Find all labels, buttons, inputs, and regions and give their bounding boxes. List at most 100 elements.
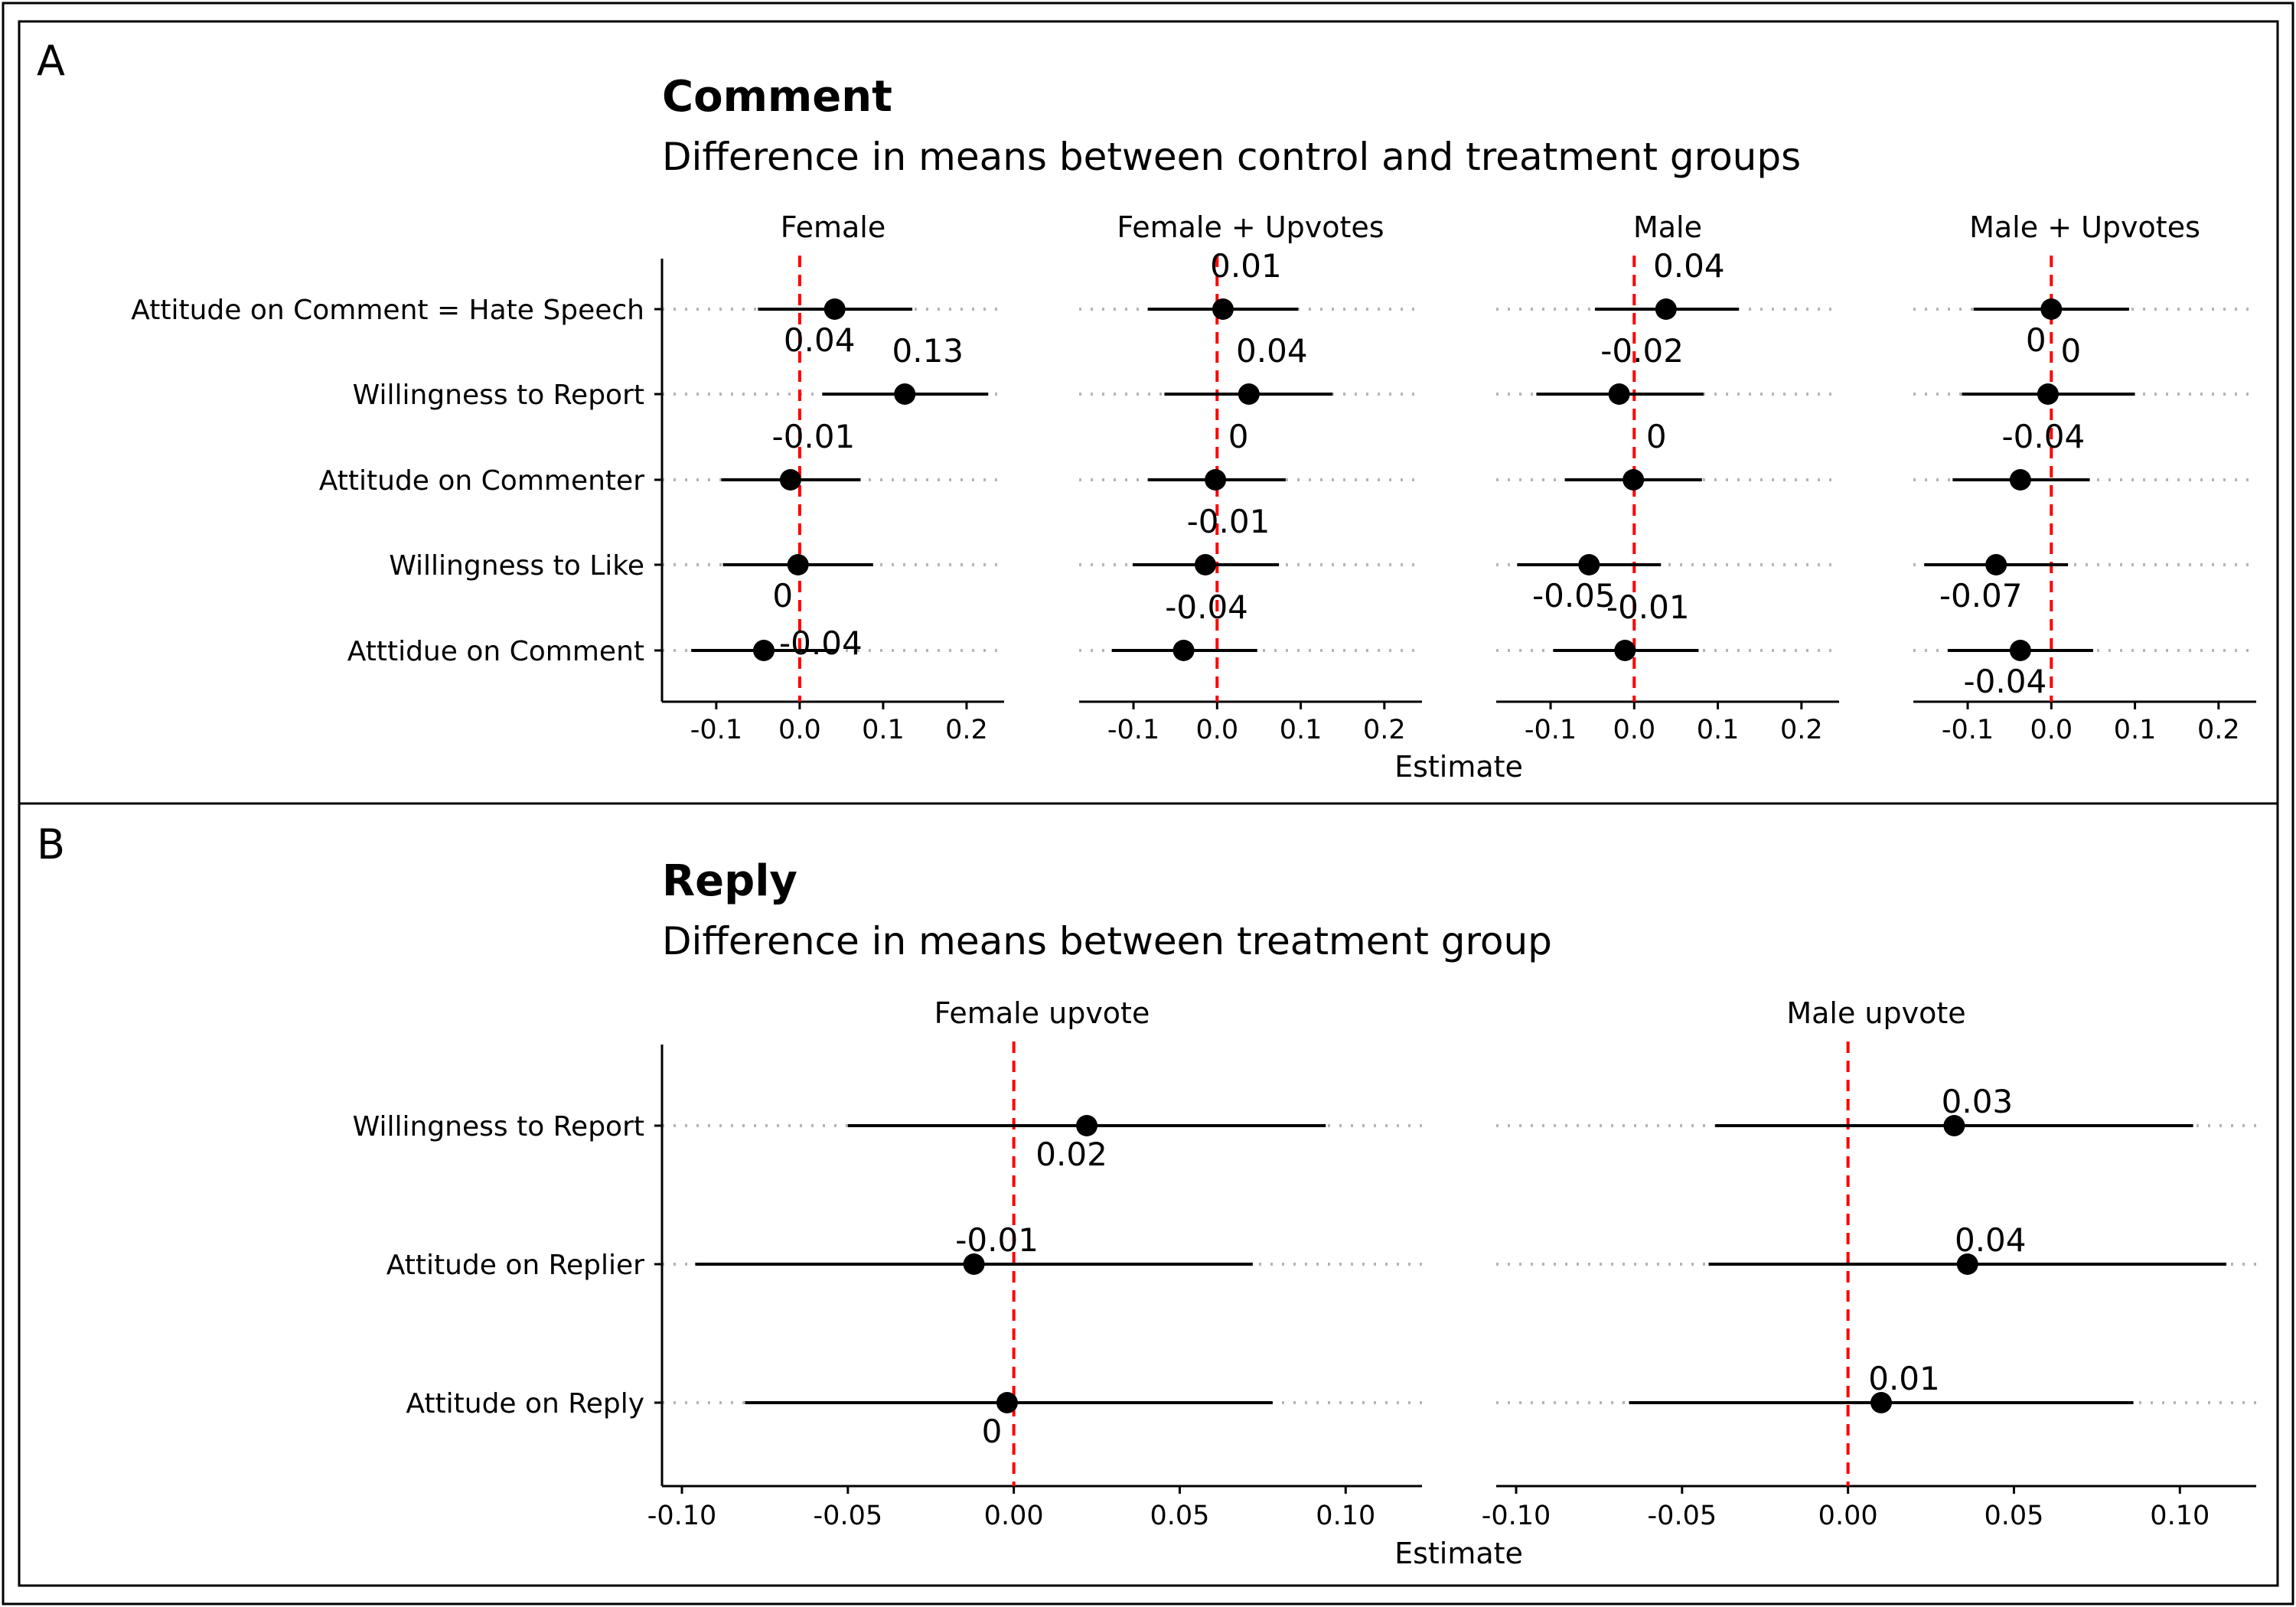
data-label: 0.04 <box>784 321 856 359</box>
estimate-point <box>1194 554 1216 575</box>
x-tick-label: -0.1 <box>1107 715 1159 745</box>
facet-panel: Male upvote -0.10 -0.05 0.00 0.05 0.10 0.03 0.0… <box>1482 996 2256 1531</box>
x-tick-label: 0.1 <box>1280 715 1322 745</box>
estimate-point <box>1212 298 1234 320</box>
panel-a: A Comment Difference in means between cont… <box>18 20 2279 805</box>
data-label: 0.01 <box>1210 247 1282 285</box>
x-axis-title: Estimate <box>1394 750 1523 784</box>
x-tick-label: 0.0 <box>1195 715 1238 745</box>
facet-panel: Female upvote -0.10 -0.05 0.00 0.05 0.10 0.02 -… <box>647 996 1422 1531</box>
estimate-point <box>787 554 809 575</box>
estimate-point <box>1870 1392 1893 1413</box>
x-axis-title: Estimate <box>1394 1537 1523 1570</box>
estimate-point <box>1956 1253 1978 1275</box>
facet-title: Male <box>1633 210 1702 244</box>
facet-panel: Female + Upvotes -0.1 0.0 0.1 0.2 0.01 0.04 0 -0… <box>1079 210 1422 745</box>
facet-panel: Female -0.1 0.0 0.1 0.2 0.04 0.13 -0.01 0 -0.04 <box>654 210 1004 745</box>
estimate-point <box>823 298 846 320</box>
y-tick-label: Attitude on Replier <box>386 1250 644 1281</box>
estimate-point <box>963 1253 985 1275</box>
data-label: -0.04 <box>1964 663 2047 700</box>
x-tick-label: 0.1 <box>2114 715 2157 745</box>
data-label: -0.07 <box>1939 577 2023 614</box>
chart-title: Reply <box>662 856 797 906</box>
x-tick-label: 0.0 <box>778 715 821 745</box>
x-tick-label: 0.2 <box>945 715 988 745</box>
data-label: 0 <box>2026 321 2047 359</box>
x-tick-label: -0.05 <box>814 1501 883 1531</box>
data-label: 0 <box>982 1413 1003 1450</box>
panel-letter: B <box>37 820 65 869</box>
data-label: -0.05 <box>1532 577 1616 614</box>
x-tick-label: -0.1 <box>1525 715 1577 745</box>
data-label: 0 <box>1646 418 1667 455</box>
estimate-point <box>1608 383 1630 405</box>
y-tick-label: Atttidue on Comment <box>347 636 644 667</box>
facet-title: Female <box>781 210 885 244</box>
x-tick-label: 0.05 <box>1150 1501 1209 1531</box>
x-tick-label: 0.05 <box>1984 1501 2043 1531</box>
x-tick-label: -0.1 <box>1942 715 1994 745</box>
estimate-point <box>2009 640 2031 661</box>
x-tick-label: 0.00 <box>1818 1501 1878 1531</box>
estimate-point <box>779 469 801 491</box>
x-tick-label: -0.10 <box>1482 1501 1551 1531</box>
data-label: 0 <box>2061 332 2082 370</box>
facet-panel: Male -0.1 0.0 0.1 0.2 0.04 -0.02 0 -0.05-0.01 <box>1496 210 1839 745</box>
y-tick-label: Willingness to Report <box>353 1111 644 1143</box>
x-tick-label: 0.10 <box>2150 1501 2210 1531</box>
estimate-point <box>1614 640 1636 661</box>
x-tick-label: -0.10 <box>647 1501 717 1531</box>
data-label: -0.04 <box>779 624 863 662</box>
estimate-point <box>1623 469 1645 491</box>
y-tick-label: Willingness to Report <box>353 380 644 411</box>
x-tick-label: 0.2 <box>2197 715 2240 745</box>
data-label: 0.04 <box>1955 1221 2027 1259</box>
x-tick-label: -0.1 <box>690 715 742 745</box>
data-label: 0 <box>1228 418 1249 455</box>
estimate-point <box>1205 469 1227 491</box>
estimate-point <box>753 640 775 661</box>
data-label: -0.04 <box>1165 588 1248 626</box>
data-label: 0.13 <box>892 332 964 370</box>
data-label: -0.01 <box>1606 588 1690 626</box>
y-tick-label: Attitude on Commenter <box>319 465 644 497</box>
panel-b: B Reply Difference in means between treatm… <box>18 802 2279 1587</box>
chart-title: Comment <box>662 72 892 122</box>
y-tick-label: Willingness to Like <box>389 550 644 582</box>
facet-title: Female + Upvotes <box>1117 210 1384 244</box>
estimate-point <box>2037 383 2059 405</box>
data-label: -0.02 <box>1600 332 1684 370</box>
data-label: 0.04 <box>1653 247 1725 285</box>
x-tick-label: 0.2 <box>1363 715 1406 745</box>
data-label: -0.01 <box>955 1221 1039 1259</box>
x-tick-label: -0.05 <box>1648 1501 1717 1531</box>
data-label: 0 <box>772 577 793 614</box>
estimate-point <box>2009 469 2031 491</box>
chart-subtitle: Difference in means between treatment gr… <box>662 919 1552 963</box>
estimate-point <box>1076 1115 1098 1136</box>
facet-title: Male upvote <box>1786 996 1965 1030</box>
facet-title: Female upvote <box>934 996 1150 1030</box>
estimate-point <box>894 383 916 405</box>
y-tick-label: Attitude on Reply <box>406 1388 644 1420</box>
estimate-point <box>2040 298 2063 320</box>
panel-letter: A <box>37 37 65 85</box>
facet-title: Male + Upvotes <box>1969 210 2200 244</box>
x-tick-label: 0.2 <box>1780 715 1823 745</box>
estimate-point <box>1578 554 1600 575</box>
facet-panel: Male + Upvotes -0.1 0.0 0.1 0.2 0 0 -0.04 -0.07 -… <box>1913 210 2256 745</box>
data-label: -0.04 <box>2002 418 2086 455</box>
x-tick-label: 0.10 <box>1316 1501 1375 1531</box>
data-label: -0.01 <box>1187 503 1270 540</box>
data-label: 0.04 <box>1236 332 1308 370</box>
chart-subtitle: Difference in means between control and … <box>662 135 1801 179</box>
x-tick-label: 0.0 <box>1613 715 1655 745</box>
y-tick-label: Attitude on Comment = Hate Speech <box>131 295 644 326</box>
estimate-point <box>1238 383 1260 405</box>
data-label: 0.02 <box>1035 1136 1107 1173</box>
estimate-point <box>1943 1115 1965 1136</box>
x-tick-label: 0.1 <box>1697 715 1740 745</box>
x-tick-label: 0.0 <box>2030 715 2073 745</box>
